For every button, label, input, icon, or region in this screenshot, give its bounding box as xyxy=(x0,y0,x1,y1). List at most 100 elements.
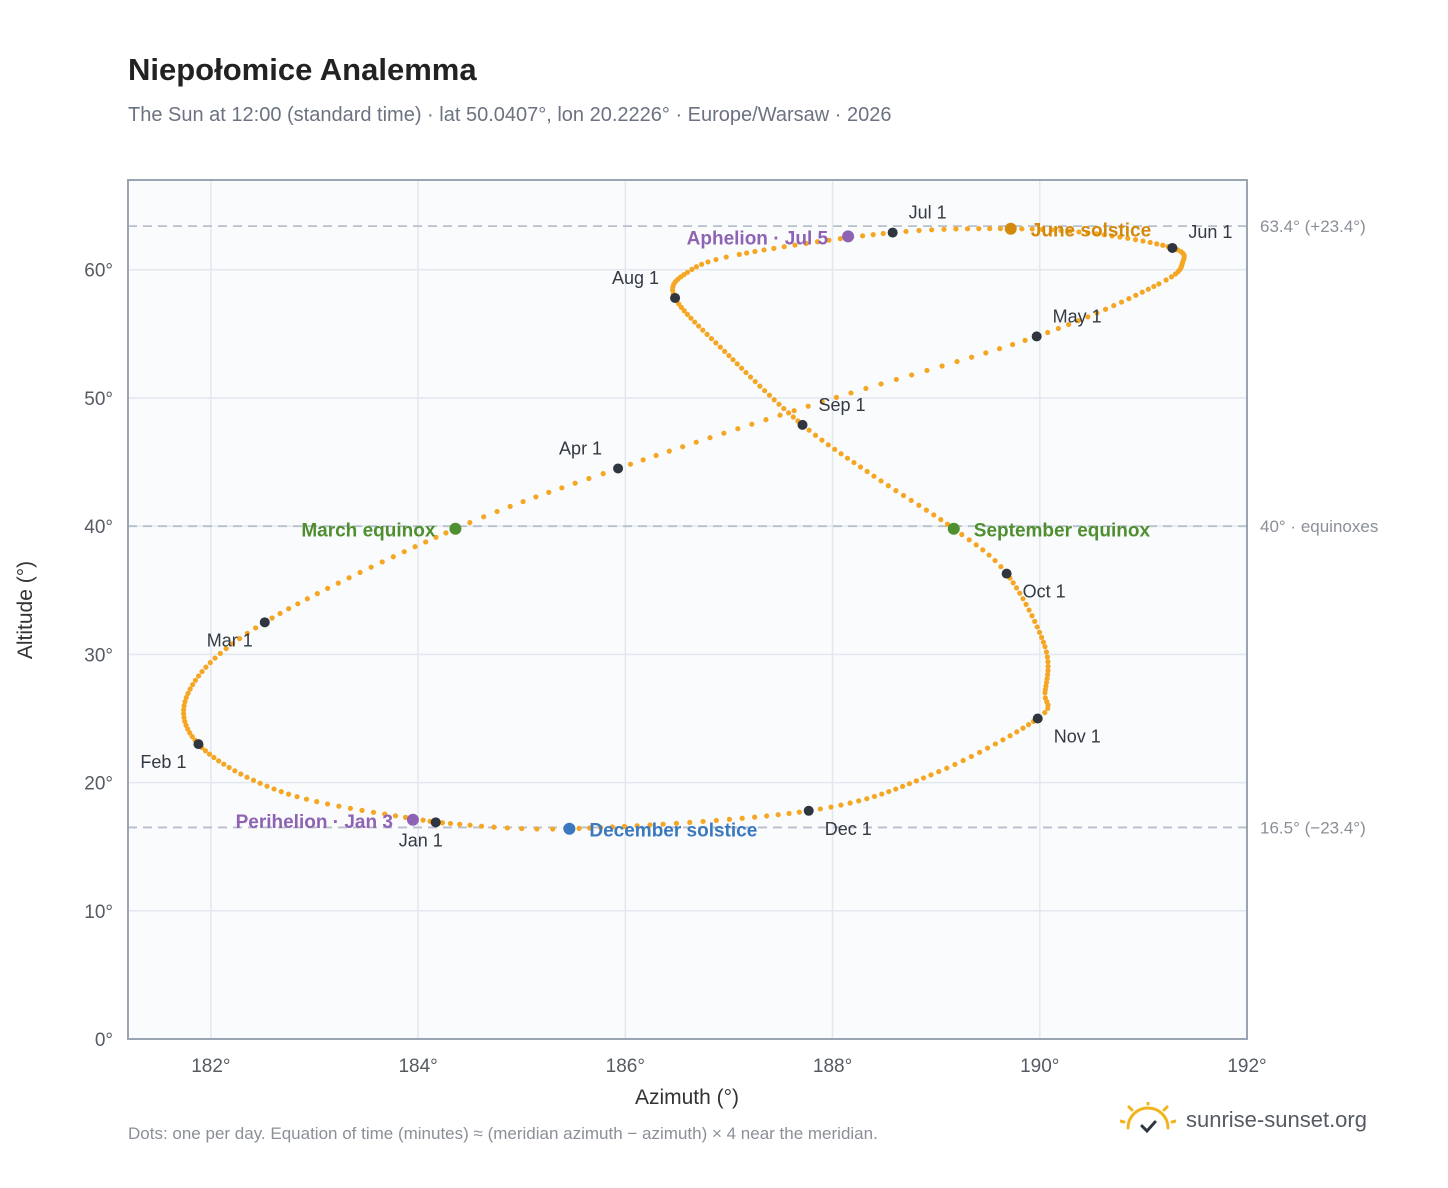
reference-line-label: 63.4° (+23.4°) xyxy=(1260,217,1366,236)
daily-dot xyxy=(984,745,991,751)
daily-dot xyxy=(909,372,915,378)
daily-dot xyxy=(1117,234,1123,240)
reference-line-label: 40° · equinoxes xyxy=(1260,517,1378,536)
daily-dot xyxy=(520,498,526,505)
daily-dot xyxy=(681,308,687,314)
daily-dot xyxy=(771,245,777,251)
chart-subtitle: The Sun at 12:00 (standard time) · lat 5… xyxy=(128,104,892,126)
daily-dot xyxy=(757,383,763,389)
daily-dot xyxy=(903,228,909,235)
daily-dot xyxy=(771,397,777,403)
daily-dot xyxy=(420,817,426,823)
footnote: Dots: one per day. Equation of time (min… xyxy=(128,1124,878,1143)
brand-logo[interactable]: sunrise-sunset.org xyxy=(1120,1102,1367,1138)
daily-dot xyxy=(928,772,934,778)
x-tick-label: 192° xyxy=(1227,1056,1266,1077)
x-axis-ticks: 182° 184° 186° 188° 190° 192° xyxy=(191,1056,1266,1077)
daily-dot xyxy=(443,530,449,536)
month-marker xyxy=(430,817,441,828)
daily-dot xyxy=(838,451,844,457)
daily-dot xyxy=(819,399,825,405)
daily-dot xyxy=(277,610,283,617)
daily-dot xyxy=(1007,733,1013,739)
daily-dot xyxy=(586,825,593,831)
daily-dot xyxy=(992,557,998,564)
y-axis-label: Altitude (°) xyxy=(14,561,37,659)
daily-dot xyxy=(370,809,377,815)
x-axis-label: Azimuth (°) xyxy=(635,1086,739,1109)
x-tick-label: 182° xyxy=(191,1056,230,1077)
daily-dot xyxy=(586,475,592,482)
daily-dot xyxy=(893,376,899,383)
daily-dot xyxy=(423,539,429,545)
month-marker xyxy=(1167,242,1178,253)
daily-dot xyxy=(936,769,942,775)
daily-dot xyxy=(976,226,982,232)
y-tick-label: 40° xyxy=(84,517,113,538)
daily-dot xyxy=(379,559,385,565)
daily-dot xyxy=(347,805,354,811)
daily-dot xyxy=(826,237,832,243)
daily-dot xyxy=(1032,618,1038,625)
brand-name[interactable]: sunrise-sunset.org xyxy=(1186,1107,1367,1132)
event-label: March equinox xyxy=(301,521,436,542)
daily-dot xyxy=(964,226,971,232)
event-label: Perihelion · Jan 3 xyxy=(236,812,393,833)
daily-dot xyxy=(1168,274,1175,280)
month-marker-label: May 1 xyxy=(1053,306,1102,326)
daily-dot xyxy=(627,461,634,467)
daily-dot xyxy=(763,417,769,423)
daily-dot xyxy=(817,806,823,812)
daily-dot xyxy=(189,734,195,740)
daily-dot xyxy=(700,818,706,825)
daily-dot xyxy=(1094,310,1100,316)
daily-dot xyxy=(278,789,284,795)
daily-dot xyxy=(271,786,277,792)
daily-dot xyxy=(735,426,741,432)
daily-dot xyxy=(185,690,191,696)
daily-dot xyxy=(673,820,680,826)
daily-dot xyxy=(357,569,363,576)
daily-dot xyxy=(634,823,640,829)
daily-dot xyxy=(980,547,986,553)
daily-dot xyxy=(1025,722,1032,728)
daily-dot xyxy=(913,778,919,784)
daily-dot xyxy=(844,455,851,461)
daily-dot xyxy=(304,596,310,602)
daily-dot xyxy=(796,809,802,815)
daily-dot xyxy=(226,764,232,771)
daily-dot xyxy=(1147,239,1153,246)
daily-dot xyxy=(1139,289,1145,295)
daily-dot xyxy=(457,821,463,827)
daily-dot xyxy=(359,807,365,813)
daily-dot xyxy=(1010,341,1016,348)
daily-dot xyxy=(713,340,719,346)
daily-dot xyxy=(976,749,983,755)
daily-dot xyxy=(1151,283,1157,290)
daily-dot xyxy=(190,682,196,688)
chart-title: Niepołomice Analemma xyxy=(128,52,477,87)
daily-dot xyxy=(467,519,473,526)
daily-dot xyxy=(722,348,728,354)
daily-dot xyxy=(707,435,713,441)
daily-dot xyxy=(776,401,782,407)
daily-dot xyxy=(864,796,870,802)
daily-dot xyxy=(244,630,250,636)
daily-dot xyxy=(781,405,787,412)
daily-dot xyxy=(775,812,781,818)
event-marker xyxy=(947,522,960,535)
daily-dot xyxy=(847,800,853,806)
daily-dot xyxy=(761,247,767,253)
daily-dot xyxy=(285,791,292,797)
daily-dot xyxy=(1126,296,1132,302)
daily-dot xyxy=(870,232,876,238)
daily-dot xyxy=(1019,226,1025,232)
daily-dot xyxy=(1029,613,1035,619)
daily-dot xyxy=(906,781,913,787)
sun-logo-icon xyxy=(1120,1102,1176,1134)
daily-dot xyxy=(693,264,700,270)
daily-dot xyxy=(953,226,959,232)
daily-dot xyxy=(929,227,935,233)
daily-dot xyxy=(893,786,899,792)
daily-dot xyxy=(987,226,993,232)
